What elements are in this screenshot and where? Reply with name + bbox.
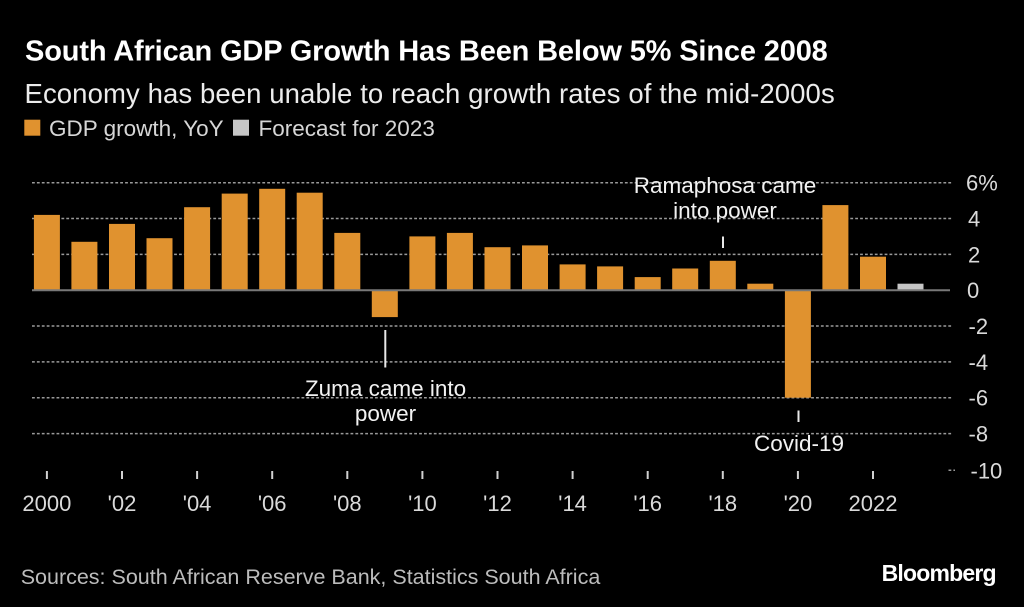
svg-text:'20: '20 bbox=[784, 491, 813, 516]
svg-text:'06: '06 bbox=[258, 491, 287, 516]
svg-text:2022: 2022 bbox=[849, 491, 898, 516]
svg-text:-6: -6 bbox=[969, 386, 989, 411]
svg-text:Economy has been unable to rea: Economy has been unable to reach growth … bbox=[25, 78, 835, 109]
svg-text:into power: into power bbox=[673, 198, 777, 223]
svg-text:'08: '08 bbox=[333, 491, 362, 516]
svg-text:-2: -2 bbox=[969, 314, 989, 339]
svg-text:South African GDP Growth Has B: South African GDP Growth Has Been Below … bbox=[25, 36, 828, 68]
svg-text:'16: '16 bbox=[633, 491, 662, 516]
svg-text:Forecast for 2023: Forecast for 2023 bbox=[259, 116, 435, 141]
svg-text:-4: -4 bbox=[969, 350, 989, 375]
svg-text:'18: '18 bbox=[708, 491, 737, 516]
svg-text:Ramaphosa came: Ramaphosa came bbox=[634, 173, 817, 198]
svg-text:Sources: South African Reserve: Sources: South African Reserve Bank, Sta… bbox=[21, 565, 601, 589]
svg-text:-8: -8 bbox=[969, 422, 989, 447]
svg-text:'02: '02 bbox=[108, 491, 137, 516]
svg-text:Covid-19: Covid-19 bbox=[754, 431, 844, 456]
svg-text:4: 4 bbox=[968, 207, 980, 232]
svg-text:6%: 6% bbox=[966, 171, 998, 196]
svg-text:2: 2 bbox=[968, 242, 980, 267]
svg-text:Bloomberg: Bloomberg bbox=[882, 560, 996, 586]
svg-text:2000: 2000 bbox=[22, 491, 71, 516]
svg-text:'14: '14 bbox=[558, 491, 587, 516]
svg-text:power: power bbox=[355, 401, 417, 426]
svg-text:-10: -10 bbox=[971, 459, 1003, 484]
svg-text:0: 0 bbox=[967, 278, 979, 303]
svg-text:GDP growth, YoY: GDP growth, YoY bbox=[49, 116, 224, 141]
svg-text:'10: '10 bbox=[408, 491, 437, 516]
svg-text:'04: '04 bbox=[183, 491, 212, 516]
svg-text:Zuma came into: Zuma came into bbox=[305, 376, 466, 401]
svg-text:'12: '12 bbox=[483, 491, 512, 516]
